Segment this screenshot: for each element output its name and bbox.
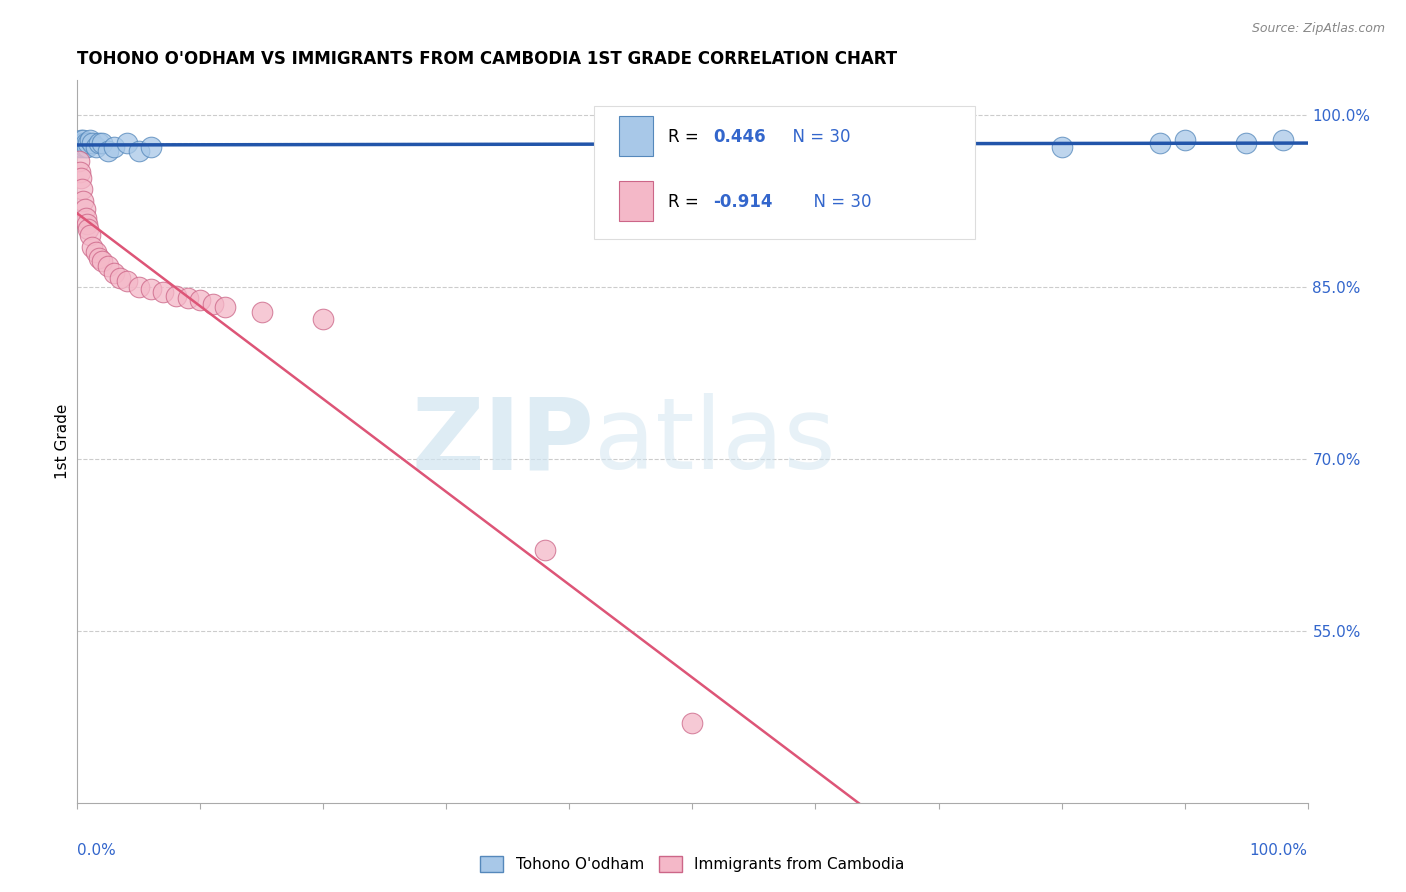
Point [72, 194, 94, 208]
Point [72, 136, 94, 151]
Point [115, 274, 138, 288]
Text: ZIP: ZIP [411, 393, 595, 490]
Point [73, 140, 96, 154]
Point [84, 245, 107, 260]
Point [76, 140, 98, 154]
Point [70, 133, 93, 147]
Point [70, 182, 93, 196]
Text: 100.0%: 100.0% [1250, 843, 1308, 858]
Point [70, 140, 93, 154]
Point [534, 543, 557, 558]
Point [79, 228, 101, 243]
Point [73, 202, 96, 216]
Point [75, 136, 97, 151]
Text: atlas: atlas [595, 393, 835, 490]
Point [141, 282, 163, 296]
Point [82, 239, 104, 253]
Point [97, 259, 120, 273]
Point [103, 266, 125, 280]
Point [69, 136, 91, 151]
Point [77, 222, 100, 236]
Point [90, 136, 114, 151]
Y-axis label: 1st Grade: 1st Grade [55, 404, 70, 479]
Point [76, 217, 98, 231]
Text: 0.446: 0.446 [713, 128, 766, 145]
Point [866, 140, 889, 154]
Legend: Tohono O'odham, Immigrants from Cambodia: Tohono O'odham, Immigrants from Cambodia [474, 850, 911, 879]
Point [69, 165, 91, 179]
Point [682, 715, 704, 730]
Text: TOHONO O'ODHAM VS IMMIGRANTS FROM CAMBODIA 1ST GRADE CORRELATION CHART: TOHONO O'ODHAM VS IMMIGRANTS FROM CAMBOD… [77, 50, 897, 68]
Point [82, 136, 104, 151]
Point [152, 285, 174, 300]
FancyBboxPatch shape [619, 181, 654, 221]
Point [97, 145, 120, 159]
Point [165, 289, 187, 303]
Point [67, 140, 90, 154]
Text: 0.0%: 0.0% [77, 843, 117, 858]
Point [1272, 133, 1295, 147]
Point [682, 136, 704, 151]
Point [110, 270, 132, 285]
Point [742, 140, 765, 154]
Point [84, 140, 107, 154]
Point [128, 279, 150, 293]
Point [928, 136, 950, 151]
Text: R =: R = [668, 128, 704, 145]
Point [214, 301, 236, 315]
Point [89, 251, 111, 265]
Text: R =: R = [668, 193, 704, 211]
Point [1234, 136, 1257, 151]
Text: N = 30: N = 30 [803, 193, 872, 211]
Point [188, 293, 212, 308]
Text: N = 30: N = 30 [782, 128, 851, 145]
Point [77, 136, 100, 151]
Point [1149, 136, 1171, 151]
Point [89, 136, 111, 151]
Point [141, 140, 163, 154]
Point [67, 153, 90, 168]
Point [79, 133, 101, 147]
FancyBboxPatch shape [595, 105, 976, 239]
Point [75, 211, 97, 225]
Point [177, 291, 200, 305]
FancyBboxPatch shape [619, 116, 654, 156]
Point [1050, 140, 1073, 154]
Text: -0.914: -0.914 [713, 193, 773, 211]
Point [201, 297, 224, 311]
Point [72, 133, 94, 147]
Point [70, 170, 93, 185]
Point [804, 136, 827, 151]
Point [90, 254, 114, 268]
Point [250, 305, 273, 319]
Point [1174, 133, 1197, 147]
Point [312, 311, 335, 326]
Text: Source: ZipAtlas.com: Source: ZipAtlas.com [1251, 22, 1385, 36]
Point [115, 136, 138, 151]
Point [103, 140, 125, 154]
Point [128, 145, 150, 159]
